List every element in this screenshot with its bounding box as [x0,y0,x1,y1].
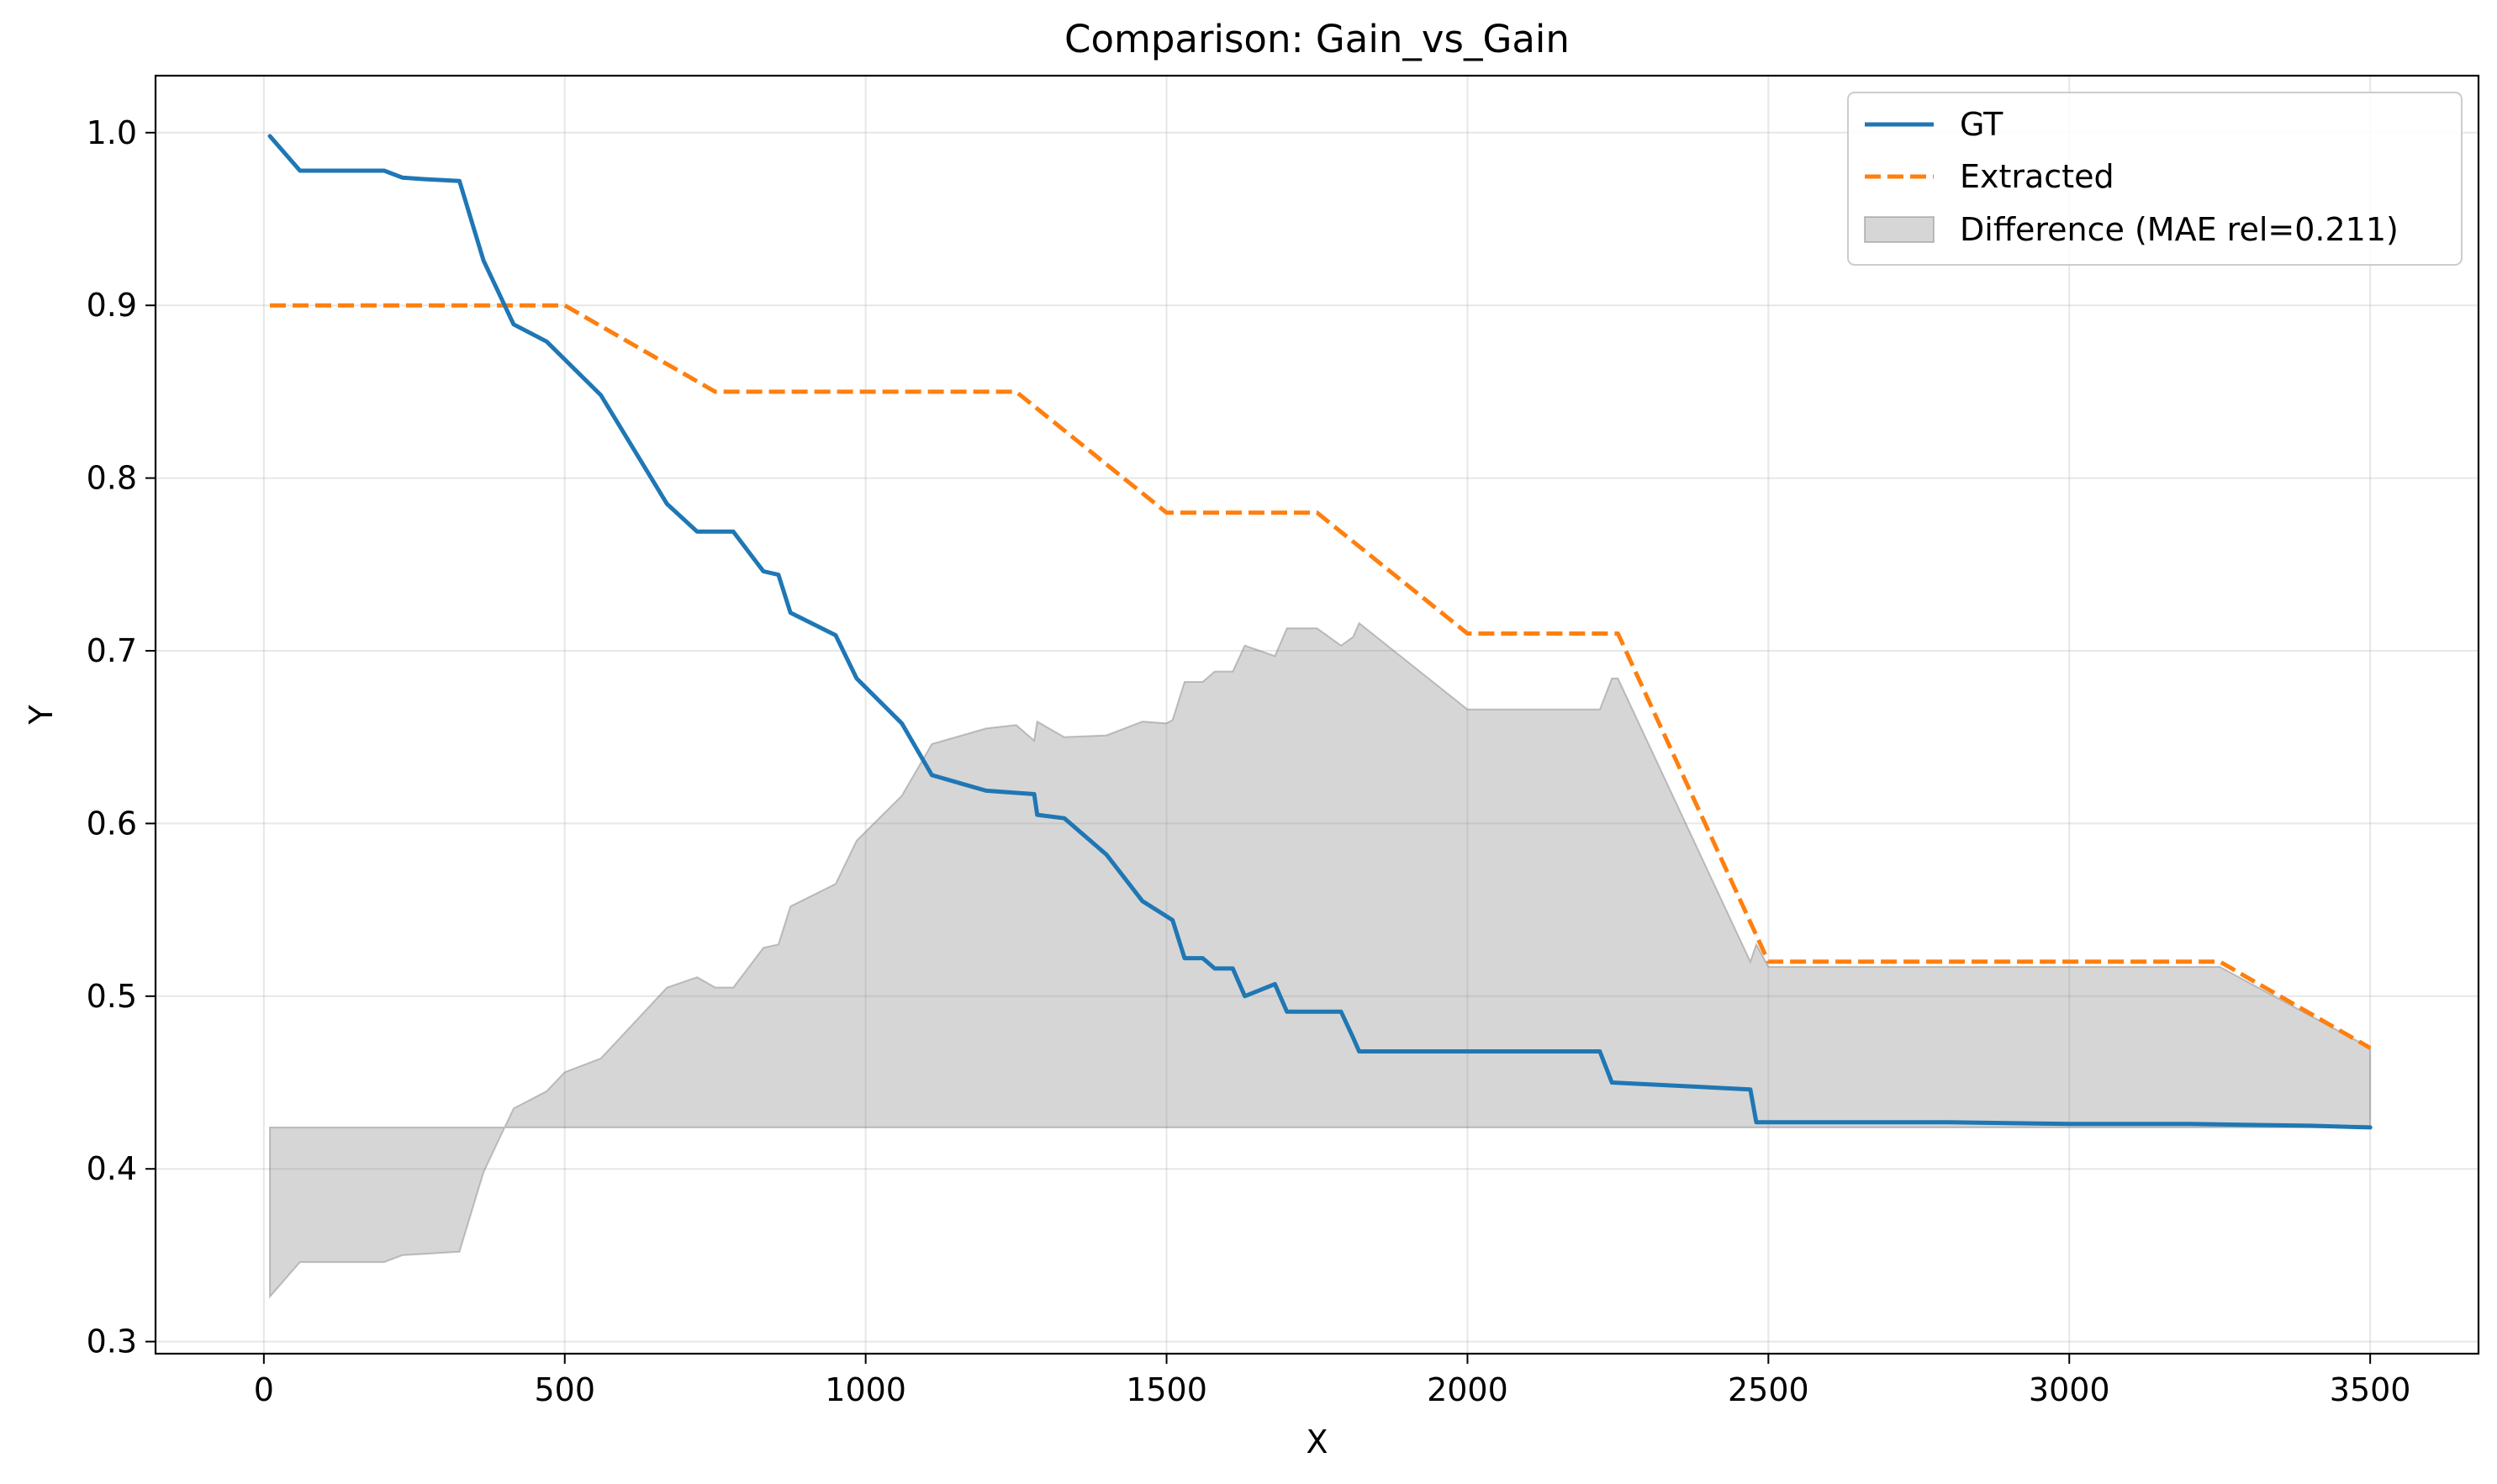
y-tick-label: 0.5 [87,978,137,1015]
difference-area [269,621,2372,1299]
legend-label-gt: GT [1960,106,2003,143]
difference-fill-area [269,621,2372,1299]
x-tick-label: 3500 [2330,1371,2411,1408]
x-axis-label: X [1306,1423,1328,1460]
y-tick-label: 0.8 [87,460,137,497]
chart-title: Comparison: Gain_vs_Gain [1064,17,1570,61]
gt-series-line [267,134,2373,1130]
y-tick-label: 0.9 [87,287,137,324]
legend-swatch-difference [1864,216,1935,243]
legend-label-extracted: Extracted [1960,158,2114,195]
series-lines [267,134,2373,1130]
plot-frame [154,74,2480,1355]
y-tick-label: 0.7 [87,632,137,669]
legend-box [1847,92,2463,266]
x-tick-label: 3000 [2029,1371,2110,1408]
extracted-series-line [270,303,2372,1050]
x-tick-label: 1500 [1126,1371,1207,1408]
x-tick-label: 500 [534,1371,595,1408]
x-tick-label: 2000 [1427,1371,1508,1408]
x-tick-label: 2500 [1728,1371,1809,1408]
x-axis-ticks: 0 500 1000 1500 2000 2500 3000 3500 [254,1354,2411,1408]
y-tick-label: 0.3 [87,1323,137,1360]
y-axis-ticks: 0.3 0.4 0.5 0.6 0.7 0.8 0.9 1.0 [87,114,156,1360]
legend-label-difference: Difference (MAE rel=0.211) [1960,211,2399,248]
y-axis-label: Y [23,705,60,726]
y-tick-label: 0.4 [87,1150,137,1187]
y-tick-label: 0.6 [87,805,137,842]
y-tick-label: 1.0 [87,114,137,151]
grid-lines [156,76,2479,1354]
x-tick-label: 0 [254,1371,274,1408]
x-tick-label: 1000 [825,1371,906,1408]
legend: GT Extracted Difference (MAE rel=0.211) [1847,92,2463,266]
